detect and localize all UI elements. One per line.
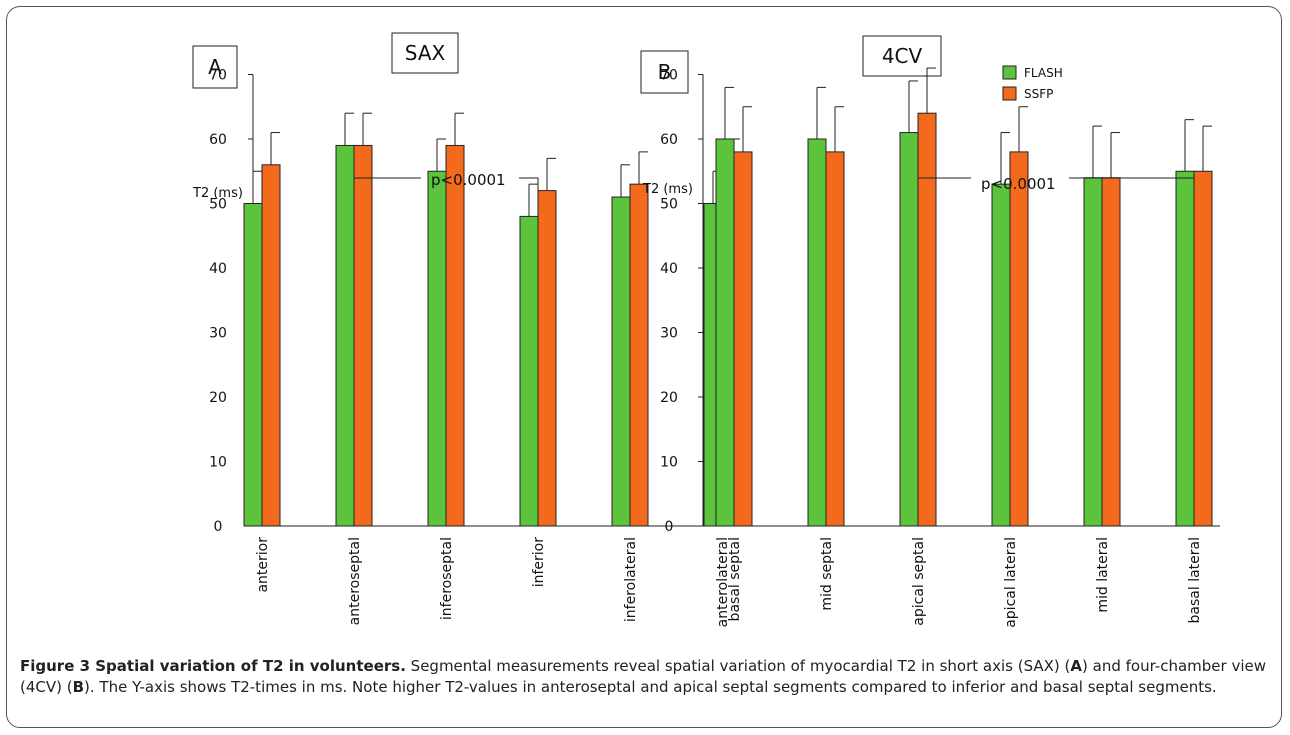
category-label: anterior	[255, 537, 271, 593]
bar-ssfp	[629, 183, 649, 527]
category-label: inferior	[531, 537, 547, 588]
legend-swatch-ssfp	[1002, 86, 1017, 101]
category-label: mid septal	[819, 537, 835, 611]
y-tick-label: 70	[660, 68, 678, 84]
category-label: inferolateral	[623, 537, 639, 622]
view-label: 4CV	[882, 44, 923, 68]
panel-label: A	[208, 55, 222, 79]
y-tick-label: 70	[209, 68, 227, 84]
legend-label-ssfp: SSFP	[1024, 87, 1053, 101]
legend-label-flash: FLASH	[1024, 66, 1063, 80]
category-label: anteroseptal	[347, 537, 363, 625]
significance-bracket-right	[1069, 177, 1195, 261]
category-label: apical lateral	[1003, 537, 1019, 628]
y-tick-label: 10	[209, 455, 227, 471]
y-tick-label: 50	[209, 197, 227, 213]
bar-flash	[899, 132, 919, 527]
bar-flash	[715, 138, 735, 527]
significance-bracket-right	[519, 177, 539, 266]
bar-ssfp	[917, 112, 937, 527]
panel-label-box	[192, 45, 238, 89]
y-tick-label: 40	[660, 261, 678, 277]
caption-text-3: ). The Y-axis shows T2-times in ms. Note…	[84, 678, 1217, 696]
y-tick-label: 0	[214, 519, 223, 535]
panel-label: B	[658, 60, 672, 84]
category-label: basal septal	[727, 537, 743, 621]
bar-flash	[1175, 170, 1195, 527]
y-tick-label: 60	[660, 132, 678, 148]
y-tick-label: 20	[209, 390, 227, 406]
y-tick-label: 30	[660, 326, 678, 342]
bar-flash	[991, 183, 1011, 527]
category-label: inferoseptal	[439, 537, 455, 620]
bar-ssfp	[1193, 170, 1213, 527]
bar-ssfp	[1009, 151, 1029, 527]
y-axis-label: T2 (ms)	[192, 186, 243, 201]
bar-ssfp	[353, 144, 373, 527]
bar-flash	[519, 215, 539, 527]
category-label: basal lateral	[1187, 537, 1203, 623]
y-tick-label: 10	[660, 455, 678, 471]
y-tick-label: 50	[660, 197, 678, 213]
view-label-box	[391, 32, 459, 74]
y-tick-label: 0	[665, 519, 674, 535]
caption-bold-a: A	[1070, 657, 1083, 675]
legend-swatch-flash	[1002, 65, 1017, 80]
view-label-box	[862, 35, 942, 77]
figure-charts: A SAX T2 (ms) 0 10 20 30 40 50 60 70 anterior antero…	[192, 32, 1220, 628]
significance-bracket-left	[353, 177, 421, 229]
category-label: apical septal	[911, 537, 927, 626]
bar-flash	[1083, 177, 1103, 527]
significance-label: p<0.0001	[981, 175, 1056, 193]
bar-ssfp	[537, 190, 557, 527]
bar-flash	[243, 203, 263, 527]
y-tick-label: 20	[660, 390, 678, 406]
figure-caption: Figure 3 Spatial variation of T2 in volu…	[20, 656, 1270, 698]
caption-text-1: Segmental measurements reveal spatial va…	[405, 657, 1071, 675]
bar-ssfp	[261, 164, 281, 527]
panel-label-box	[640, 50, 689, 94]
category-label: anterolateral	[715, 537, 731, 627]
category-label: mid lateral	[1095, 537, 1111, 613]
y-tick-label: 60	[209, 132, 227, 148]
y-tick-label: 40	[209, 261, 227, 277]
y-axis-label: T2 (ms)	[642, 182, 693, 197]
bar-ssfp	[1101, 177, 1121, 527]
bar-flash	[335, 144, 355, 527]
caption-title: Figure 3 Spatial variation of T2 in volu…	[20, 657, 406, 675]
bar-flash	[427, 170, 447, 527]
bar-ssfp	[445, 144, 465, 527]
bar-ssfp	[733, 151, 753, 527]
bar-flash	[611, 196, 631, 527]
significance-label: p<0.0001	[431, 171, 506, 189]
bar-ssfp	[825, 151, 845, 527]
caption-bold-b: B	[72, 678, 85, 696]
significance-bracket-left	[917, 177, 971, 232]
y-tick-label: 30	[209, 326, 227, 342]
view-label: SAX	[405, 41, 446, 65]
bar-flash	[807, 138, 827, 527]
caption-text-2: ) and four-chamber view (4CV) (	[20, 657, 1266, 696]
